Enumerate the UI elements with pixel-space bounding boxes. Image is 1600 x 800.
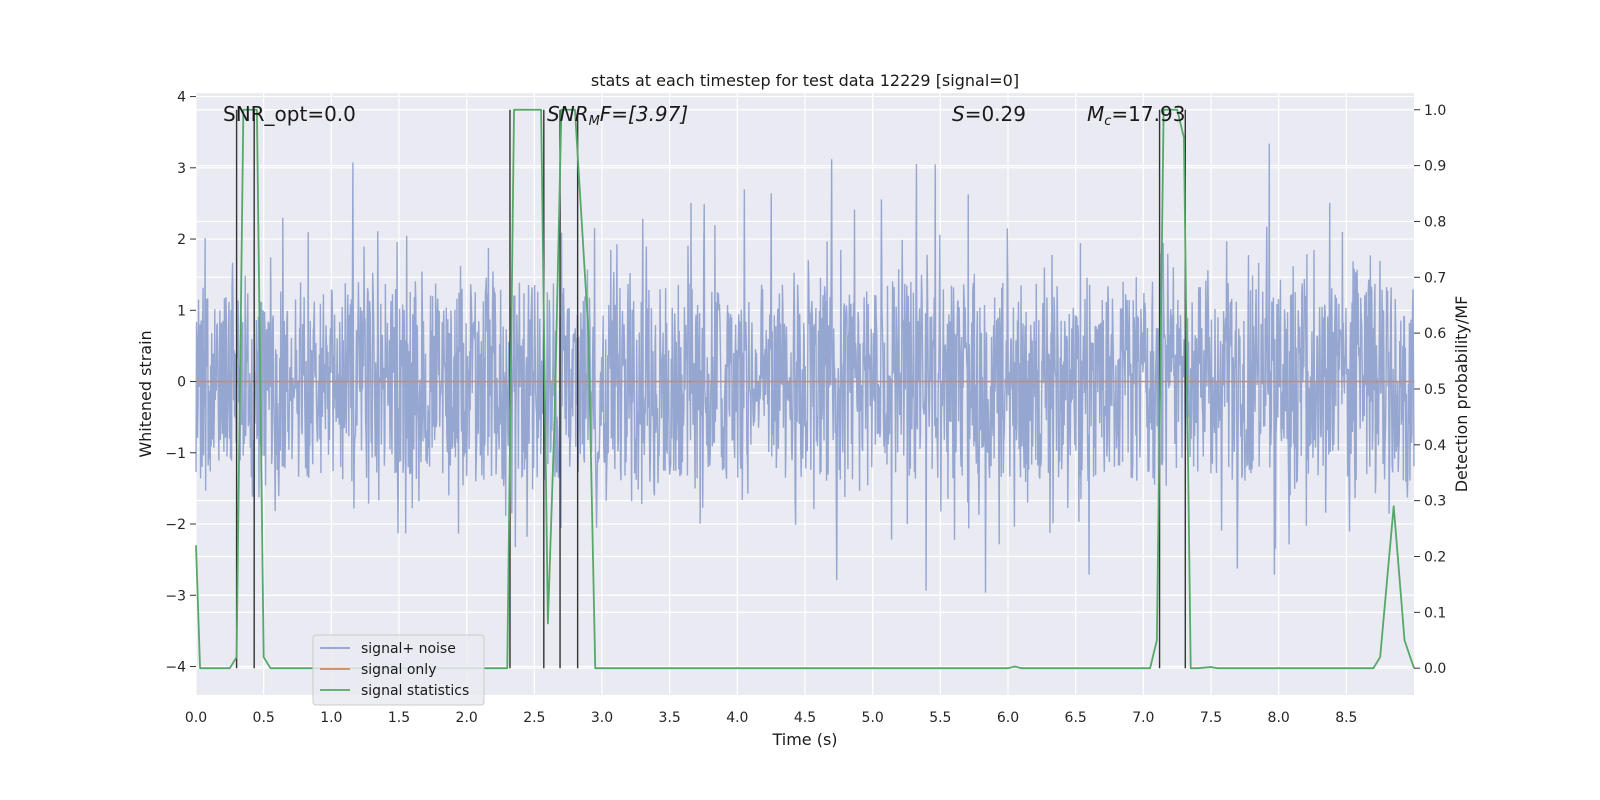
x-tick-label: 8.0 (1268, 710, 1290, 726)
y2-tick-label: 0.6 (1424, 326, 1446, 342)
y-tick-label: 0 (177, 375, 186, 391)
signal-noise-series (195, 143, 1415, 593)
legend: signal+ noise signal only signal statist… (312, 634, 485, 706)
x-tick-label: 4.0 (726, 710, 748, 726)
y2-tick-label: 0.1 (1424, 605, 1446, 621)
y2-tick-label: 0.5 (1424, 382, 1446, 398)
y2-tick-label: 0.3 (1424, 494, 1446, 510)
y2-tick-label: 0.8 (1424, 214, 1446, 230)
x-tick-label: 2.0 (456, 710, 478, 726)
annotation-snr-mf: SNRMF=[3.97] (547, 102, 688, 129)
y-tick-label: −1 (165, 446, 186, 462)
y-tick-label: 1 (177, 303, 186, 319)
x-tick-label: 0.5 (253, 710, 275, 726)
y-tick-label: 2 (177, 232, 186, 248)
y-axis-ticks: 4 3 2 1 0 −1 −2 −3 −4 (165, 90, 196, 676)
signal-noise-line (195, 143, 1415, 593)
x-tick-label: 6.0 (997, 710, 1019, 726)
x-tick-label: 5.0 (862, 710, 884, 726)
y-axis-label: Whitened strain (136, 330, 155, 457)
x-tick-label: 1.5 (388, 710, 410, 726)
x-tick-label: 4.5 (794, 710, 816, 726)
y2-tick-label: 0.4 (1424, 438, 1446, 454)
x-tick-label: 1.0 (320, 710, 342, 726)
y2-tick-label: 0.0 (1424, 661, 1446, 677)
y-tick-label: −4 (165, 660, 186, 676)
legend-label-signal-statistics: signal statistics (361, 683, 469, 699)
annotation-s: S=0.29 (952, 102, 1026, 126)
x-tick-label: 7.0 (1132, 710, 1154, 726)
x-tick-label: 3.0 (591, 710, 613, 726)
y2-axis-ticks: 1.0 0.9 0.8 0.7 0.6 0.5 0.4 0.3 0.2 0.1 0.0 (1414, 103, 1446, 677)
x-tick-label: 0.0 (185, 710, 207, 726)
signal-statistics-line (195, 108, 1415, 670)
chart-title: stats at each timestep for test data 122… (591, 71, 1019, 90)
legend-box (312, 634, 485, 706)
y-tick-label: 3 (177, 161, 186, 177)
y-tick-label: −2 (165, 517, 186, 533)
x-axis-label: Time (s) (771, 730, 837, 749)
y2-tick-label: 1.0 (1424, 103, 1446, 119)
legend-label-signal-noise: signal+ noise (361, 641, 456, 657)
y2-axis-label: Detection probability/MF (1452, 296, 1471, 493)
legend-label-signal-only: signal only (361, 662, 436, 678)
annotation-mc: Mc=17.93 (1087, 102, 1185, 129)
x-tick-label: 7.5 (1200, 710, 1222, 726)
signal-statistics-series (195, 108, 1415, 670)
y-tick-label: −3 (165, 588, 186, 604)
x-tick-label: 5.5 (929, 710, 951, 726)
x-tick-label: 2.5 (523, 710, 545, 726)
x-tick-label: 3.5 (659, 710, 681, 726)
x-tick-label: 6.5 (1065, 710, 1087, 726)
y2-tick-label: 0.2 (1424, 550, 1446, 566)
x-tick-label: 8.5 (1335, 710, 1357, 726)
annotation-snr-opt: SNR_opt=0.0 (223, 102, 356, 126)
y-tick-label: 4 (177, 90, 186, 106)
y2-tick-label: 0.9 (1424, 159, 1446, 175)
x-axis-ticks: 0.0 0.5 1.0 1.5 2.0 2.5 3.0 3.5 4.0 4.5 5.0 5.5 6.0 6… (185, 710, 1358, 726)
y2-tick-label: 0.7 (1424, 270, 1446, 286)
